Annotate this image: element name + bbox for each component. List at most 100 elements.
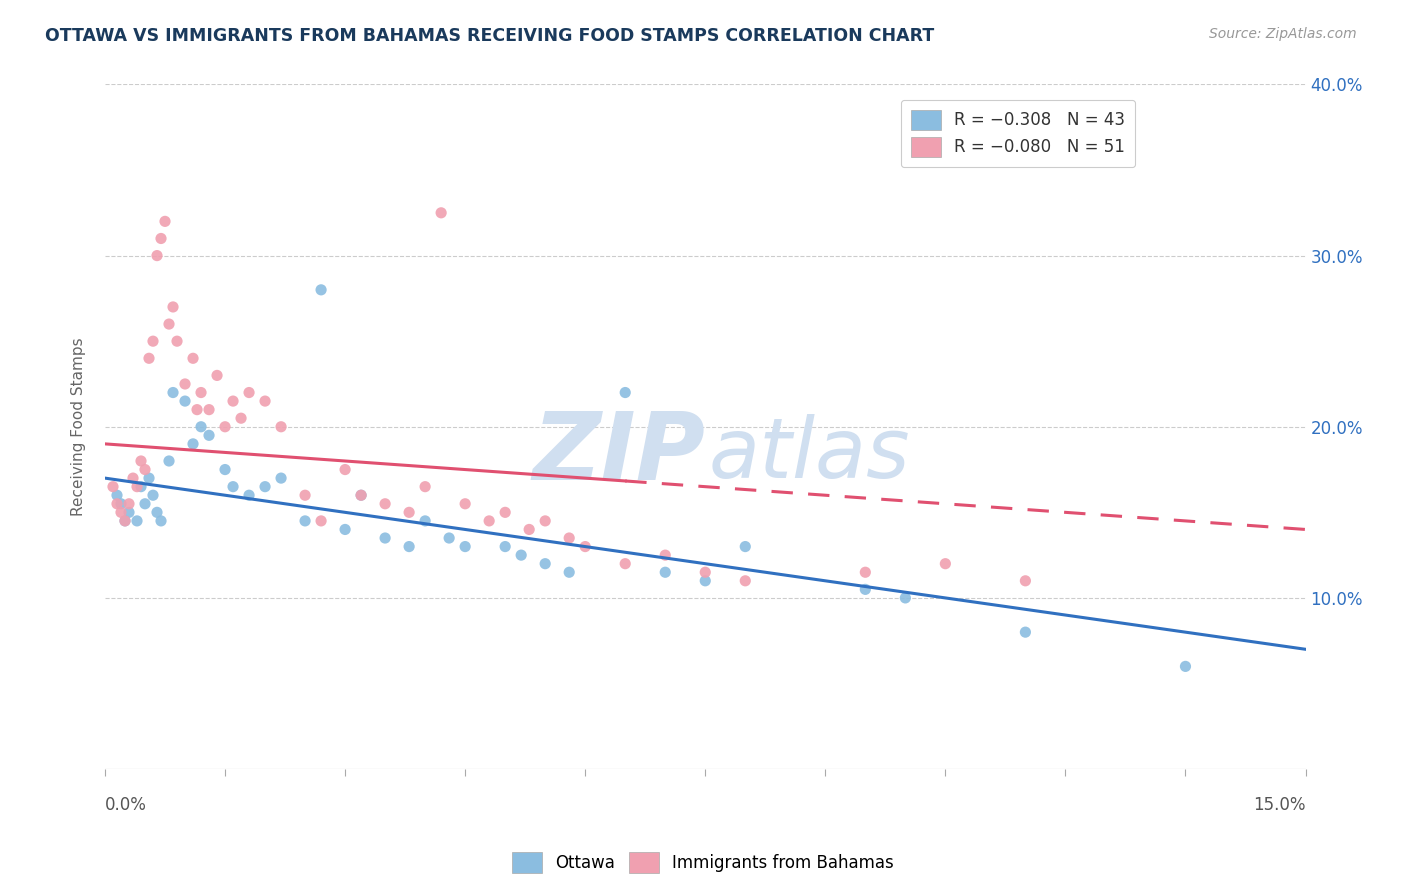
- Point: [333, 523, 356, 537]
- Point: [181, 351, 204, 366]
- Point: [374, 531, 396, 545]
- Point: [153, 214, 176, 228]
- Point: [238, 385, 260, 400]
- Point: [122, 471, 145, 485]
- Point: [238, 488, 260, 502]
- Text: atlas: atlas: [709, 414, 911, 495]
- Point: [695, 574, 717, 588]
- Point: [398, 540, 420, 554]
- Point: [398, 505, 420, 519]
- Point: [478, 514, 501, 528]
- Point: [350, 488, 373, 502]
- Text: ZIP: ZIP: [533, 409, 706, 500]
- Point: [309, 514, 332, 528]
- Text: 0.0%: 0.0%: [105, 797, 146, 814]
- Point: [222, 394, 245, 409]
- Text: OTTAWA VS IMMIGRANTS FROM BAHAMAS RECEIVING FOOD STAMPS CORRELATION CHART: OTTAWA VS IMMIGRANTS FROM BAHAMAS RECEIV…: [45, 27, 934, 45]
- Point: [413, 480, 436, 494]
- Point: [125, 480, 148, 494]
- Point: [853, 582, 876, 597]
- Point: [162, 385, 184, 400]
- Point: [695, 566, 717, 580]
- Point: [105, 497, 128, 511]
- Point: [150, 231, 173, 245]
- Text: Source: ZipAtlas.com: Source: ZipAtlas.com: [1209, 27, 1357, 41]
- Point: [1014, 625, 1036, 640]
- Point: [374, 497, 396, 511]
- Point: [118, 505, 141, 519]
- Point: [1014, 574, 1036, 588]
- Point: [437, 531, 460, 545]
- Point: [270, 471, 292, 485]
- Point: [190, 419, 212, 434]
- Point: [110, 505, 132, 519]
- Point: [454, 540, 477, 554]
- Point: [454, 497, 477, 511]
- Point: [853, 566, 876, 580]
- Point: [270, 419, 292, 434]
- Point: [129, 454, 152, 468]
- Point: [114, 514, 136, 528]
- Point: [350, 488, 373, 502]
- Point: [174, 376, 197, 391]
- Point: [333, 462, 356, 476]
- Point: [534, 514, 557, 528]
- Point: [510, 548, 533, 562]
- Point: [654, 548, 676, 562]
- Point: [129, 480, 152, 494]
- Point: [146, 249, 169, 263]
- Point: [734, 574, 756, 588]
- Point: [105, 488, 128, 502]
- Point: [125, 514, 148, 528]
- Point: [166, 334, 188, 348]
- Point: [198, 428, 221, 442]
- Point: [222, 480, 245, 494]
- Point: [574, 540, 596, 554]
- Text: 15.0%: 15.0%: [1253, 797, 1306, 814]
- Point: [157, 454, 180, 468]
- Point: [294, 488, 316, 502]
- Point: [558, 566, 581, 580]
- Point: [110, 497, 132, 511]
- Point: [734, 540, 756, 554]
- Point: [162, 300, 184, 314]
- Point: [198, 402, 221, 417]
- Point: [614, 557, 637, 571]
- Point: [146, 505, 169, 519]
- Point: [118, 497, 141, 511]
- Point: [138, 471, 160, 485]
- Point: [294, 514, 316, 528]
- Point: [894, 591, 917, 605]
- Point: [534, 557, 557, 571]
- Point: [181, 437, 204, 451]
- Point: [229, 411, 252, 425]
- Point: [142, 334, 165, 348]
- Point: [134, 462, 156, 476]
- Point: [186, 402, 208, 417]
- Point: [214, 462, 236, 476]
- Point: [114, 514, 136, 528]
- Point: [558, 531, 581, 545]
- Point: [174, 394, 197, 409]
- Point: [134, 497, 156, 511]
- Point: [142, 488, 165, 502]
- Point: [150, 514, 173, 528]
- Legend: R = −0.308   N = 43, R = −0.080   N = 51: R = −0.308 N = 43, R = −0.080 N = 51: [901, 100, 1135, 167]
- Point: [309, 283, 332, 297]
- Point: [214, 419, 236, 434]
- Point: [494, 540, 516, 554]
- Point: [614, 385, 637, 400]
- Legend: Ottawa, Immigrants from Bahamas: Ottawa, Immigrants from Bahamas: [506, 846, 900, 880]
- Point: [205, 368, 228, 383]
- Point: [138, 351, 160, 366]
- Point: [517, 523, 540, 537]
- Y-axis label: Receiving Food Stamps: Receiving Food Stamps: [72, 337, 86, 516]
- Point: [430, 206, 453, 220]
- Point: [413, 514, 436, 528]
- Point: [157, 317, 180, 331]
- Point: [494, 505, 516, 519]
- Point: [254, 394, 277, 409]
- Point: [1174, 659, 1197, 673]
- Point: [190, 385, 212, 400]
- Point: [101, 480, 124, 494]
